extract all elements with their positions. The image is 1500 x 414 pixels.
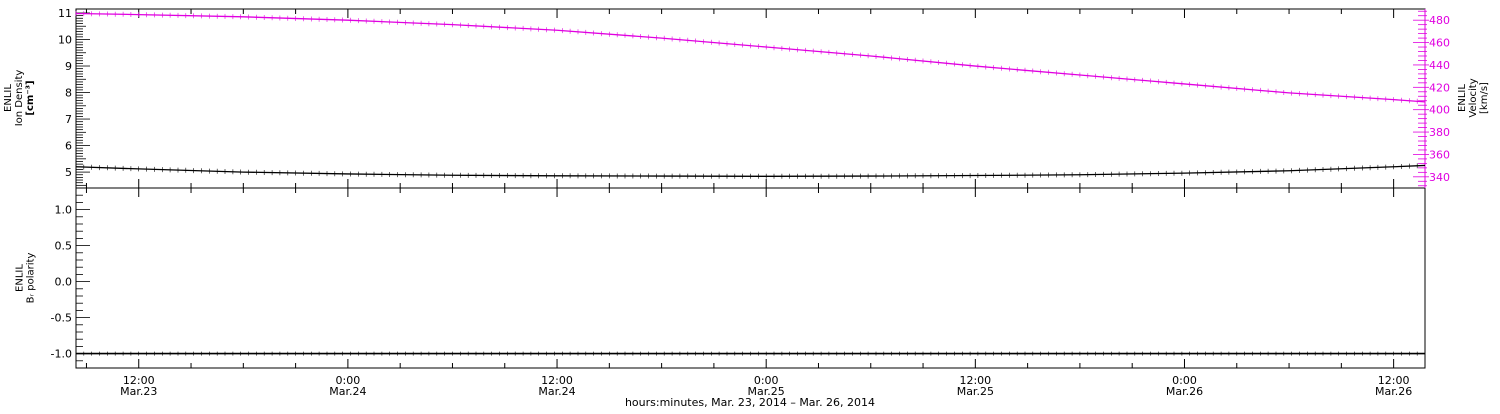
right-y-tick-label: 400 xyxy=(1429,104,1450,117)
x-tick-label-date: Mar.23 xyxy=(120,385,157,398)
right-y-tick-label: 380 xyxy=(1429,126,1450,139)
bottom-y-tick-label: -1.0 xyxy=(51,348,72,361)
left-y-tick-label: 10 xyxy=(58,33,72,46)
series-markers xyxy=(75,351,1418,356)
bottom-panel-frame xyxy=(75,187,1426,369)
bottom-y-tick-label: 0.5 xyxy=(55,240,73,253)
x-tick-label-date: Mar.24 xyxy=(329,385,366,398)
bottom-ylabel-line: ENLIL xyxy=(15,264,26,292)
series-ion-density xyxy=(75,163,1426,179)
x-tick-label-date: Mar.24 xyxy=(538,385,575,398)
top-panel-frame xyxy=(75,8,1426,189)
right-y-tick-label: 340 xyxy=(1429,171,1450,184)
x-tick-label-time: 12:00 xyxy=(123,374,155,387)
left-y-tick-label: 7 xyxy=(65,113,72,126)
top-ylabel-line: [cm⁻³] xyxy=(25,80,36,115)
right-y-tick-label: 460 xyxy=(1429,37,1450,50)
left-y-tick-label: 9 xyxy=(65,60,72,73)
top-y2label-line: ENLIL xyxy=(1457,84,1468,112)
bottom-left-axis: -1.0 -0.5 0.0 0.5 1.0 ENLIL Bᵣ polarity xyxy=(15,194,90,362)
top-y2label-line: Velocity xyxy=(1468,78,1479,117)
x-tick-label-date: Mar.25 xyxy=(748,385,785,398)
right-y-tick-label: 360 xyxy=(1429,148,1450,161)
x-tick-label-date: Mar.26 xyxy=(1166,385,1203,398)
x-axis: 12:00Mar.230:00Mar.2412:00Mar.240:00Mar.… xyxy=(85,9,1412,409)
left-y-tick-label: 6 xyxy=(65,140,72,153)
x-tick-label-date: Mar.26 xyxy=(1375,385,1412,398)
right-y-tick-label: 440 xyxy=(1429,59,1450,72)
top-right-axis: 340 360 380 400 420 440 460 480 ENLIL Velocity [km… xyxy=(1413,9,1490,188)
left-y-tick-label: 5 xyxy=(65,166,72,179)
series-markers xyxy=(75,11,1418,104)
bottom-y-tick-label: 0.0 xyxy=(55,276,73,289)
bottom-ylabel: ENLIL Bᵣ polarity xyxy=(15,253,37,304)
right-y-tick-label: 420 xyxy=(1429,81,1450,94)
top-ylabel-line: ENLIL xyxy=(3,84,14,112)
x-tick-label-time: 12:00 xyxy=(541,374,573,387)
top-y2label-line: [km/s] xyxy=(1479,82,1490,114)
bottom-ylabel-line: Bᵣ polarity xyxy=(26,253,37,304)
x-tick-label-time: 0:00 xyxy=(1172,374,1197,387)
x-tick-label-time: 0:00 xyxy=(754,374,779,387)
bottom-y-tick-label: -0.5 xyxy=(51,312,72,325)
top-left-axis: 5 6 7 8 9 10 11 ENLIL Ion Density [cm⁻³] xyxy=(3,7,90,186)
x-axis-title: hours:minutes, Mar. 23, 2014 – Mar. 26, … xyxy=(625,396,875,409)
series-velocity xyxy=(75,11,1426,104)
bottom-y-tick-label: 1.0 xyxy=(55,204,73,217)
top-y2label: ENLIL Velocity [km/s] xyxy=(1457,78,1490,117)
left-y-tick-label: 8 xyxy=(65,87,72,100)
top-ylabel: ENLIL Ion Density [cm⁻³] xyxy=(3,70,36,127)
x-tick-label-time: 0:00 xyxy=(336,374,361,387)
series-br-polarity xyxy=(75,351,1425,356)
x-tick-label-date: Mar.25 xyxy=(957,385,994,398)
series-line xyxy=(75,12,1426,103)
x-tick-label-time: 12:00 xyxy=(959,374,991,387)
left-y-tick-label: 11 xyxy=(58,7,72,20)
right-y-tick-label: 480 xyxy=(1429,14,1450,27)
top-ylabel-line: Ion Density xyxy=(14,70,25,127)
series-markers xyxy=(75,163,1418,179)
x-tick-label-time: 12:00 xyxy=(1378,374,1410,387)
